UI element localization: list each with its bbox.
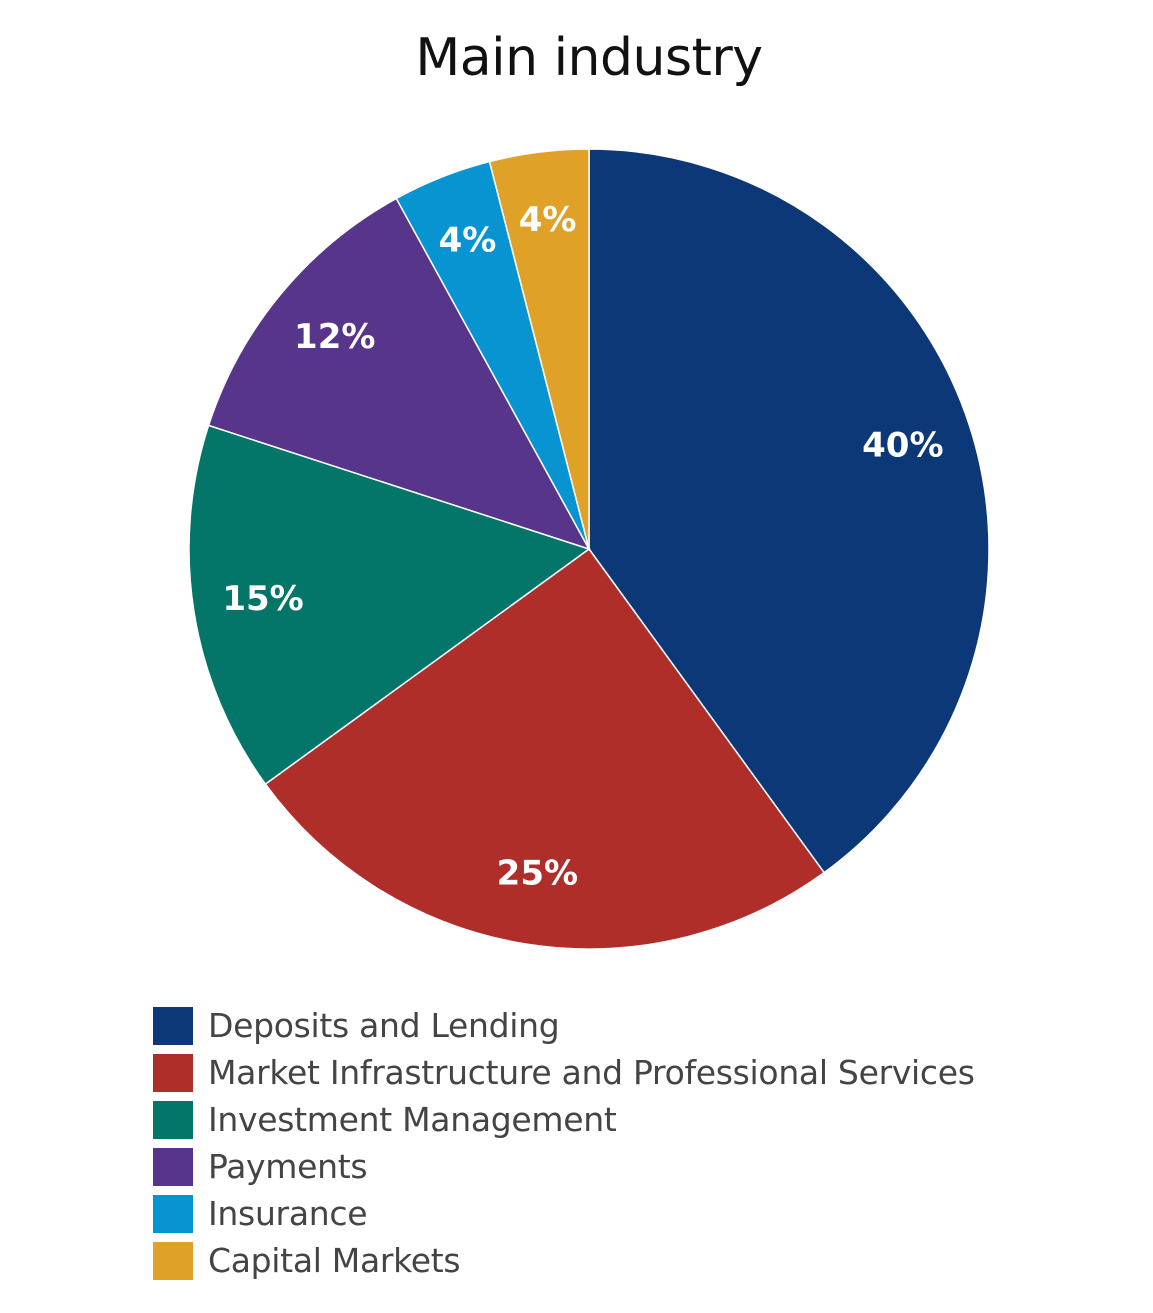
legend-item-capital-markets: Capital Markets (153, 1237, 975, 1284)
legend-swatch (153, 1147, 193, 1186)
legend-swatch (153, 1053, 193, 1092)
legend-item-payments: Payments (153, 1143, 975, 1190)
slice-label-insurance: 4% (439, 221, 497, 261)
chart-title: Main industry (415, 28, 763, 88)
pie-chart: 40% 25% 15% 12% 4% 4% (188, 148, 990, 950)
legend-item-investment-management: Investment Management (153, 1096, 975, 1143)
legend-item-insurance: Insurance (153, 1190, 975, 1237)
pie-slice-market-infrastructure (264, 547, 826, 950)
legend-swatch (153, 1100, 193, 1139)
slice-label-deposits-and-lending: 40% (862, 426, 943, 466)
legend-item-deposits-and-lending: Deposits and Lending (153, 1002, 975, 1049)
pie-slice-payments (207, 197, 591, 551)
legend-label: Deposits and Lending (208, 1006, 560, 1045)
legend-swatch (153, 1006, 193, 1045)
legend-label: Payments (208, 1147, 368, 1186)
legend: Deposits and Lending Market Infrastructu… (153, 1002, 975, 1284)
legend-item-market-infrastructure: Market Infrastructure and Professional S… (153, 1049, 975, 1096)
pie-slice-deposits-and-lending (588, 148, 990, 874)
slice-label-investment-management: 15% (222, 579, 303, 619)
legend-label: Insurance (208, 1194, 368, 1233)
slice-label-payments: 12% (294, 317, 375, 357)
legend-label: Investment Management (208, 1100, 617, 1139)
slice-label-market-infrastructure: 25% (497, 853, 578, 893)
pie-slice-investment-management (188, 424, 591, 786)
legend-swatch (153, 1241, 193, 1280)
legend-label: Market Infrastructure and Professional S… (208, 1053, 975, 1092)
legend-label: Capital Markets (208, 1241, 461, 1280)
slice-label-capital-markets: 4% (519, 200, 577, 240)
legend-swatch (153, 1194, 193, 1233)
pie-slice-capital-markets (488, 148, 590, 550)
